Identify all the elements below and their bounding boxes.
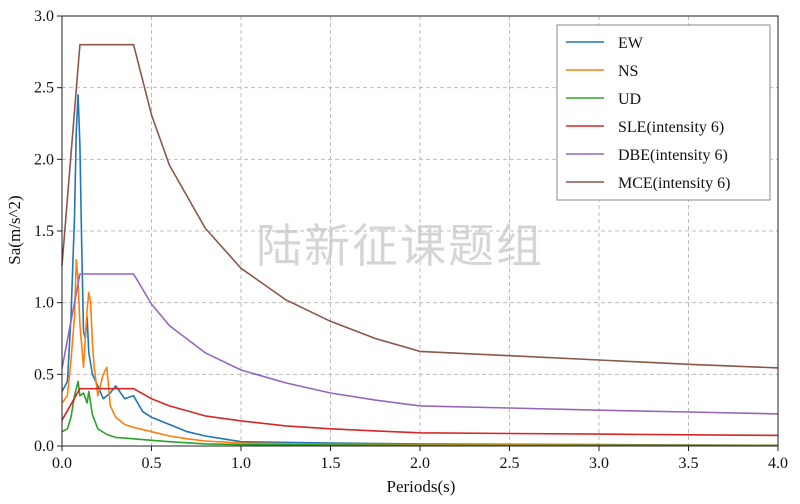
legend: EW NS UD SLE(intensity 6) DBE(intensity 6) MC… xyxy=(556,24,771,201)
series-line-sle-intensity-6 xyxy=(61,387,779,437)
y-tick-label: 0.5 xyxy=(34,366,54,383)
series-line-ew xyxy=(61,94,779,447)
series-layer xyxy=(61,43,779,447)
x-tick-label: 1.0 xyxy=(231,455,251,472)
legend-label-mce-intensity-6: MCE(intensity 6) xyxy=(618,175,730,192)
legend-label-ns: NS xyxy=(618,63,638,80)
series-line-mce-intensity-6 xyxy=(61,43,779,369)
y-tick-label: 0.0 xyxy=(34,438,54,455)
x-tick-label: 0.5 xyxy=(142,455,162,472)
x-tick-label: 4.0 xyxy=(768,455,788,472)
x-tick-label: 3.5 xyxy=(679,455,699,472)
legend-label-ud: UD xyxy=(618,91,641,108)
y-tick-label: 1.5 xyxy=(34,223,54,240)
x-tick-label: 2.5 xyxy=(500,455,520,472)
x-tick-label: 1.5 xyxy=(321,455,341,472)
x-tick-label: 3.0 xyxy=(589,455,609,472)
y-tick-label: 2.0 xyxy=(34,151,54,168)
x-axis-label: Periods(s) xyxy=(387,477,456,496)
legend-box xyxy=(556,24,771,201)
legend-label-sle-intensity-6: SLE(intensity 6) xyxy=(618,119,724,136)
x-tick-label: 0.0 xyxy=(52,455,72,472)
legend-label-dbe-intensity-6: DBE(intensity 6) xyxy=(618,147,728,164)
x-tick-label: 2.0 xyxy=(410,455,430,472)
series-line-dbe-intensity-6 xyxy=(61,273,779,415)
series-line-ud xyxy=(61,380,779,447)
y-tick-label: 3.0 xyxy=(34,8,54,25)
y-axis-ticks: 0.0 0.5 1.0 1.5 2.0 2.5 3.0 xyxy=(34,8,62,455)
series-line-ns xyxy=(61,258,779,447)
watermark: 陆新征课题组 xyxy=(256,219,544,273)
y-axis-label: Sa(m/s^2) xyxy=(5,195,24,264)
x-axis-ticks: 0.0 0.5 1.0 1.5 2.0 2.5 3.0 3.5 4.0 xyxy=(52,446,788,472)
y-tick-label: 1.0 xyxy=(34,295,54,312)
legend-label-ew: EW xyxy=(618,35,644,52)
y-tick-label: 2.5 xyxy=(34,80,54,97)
